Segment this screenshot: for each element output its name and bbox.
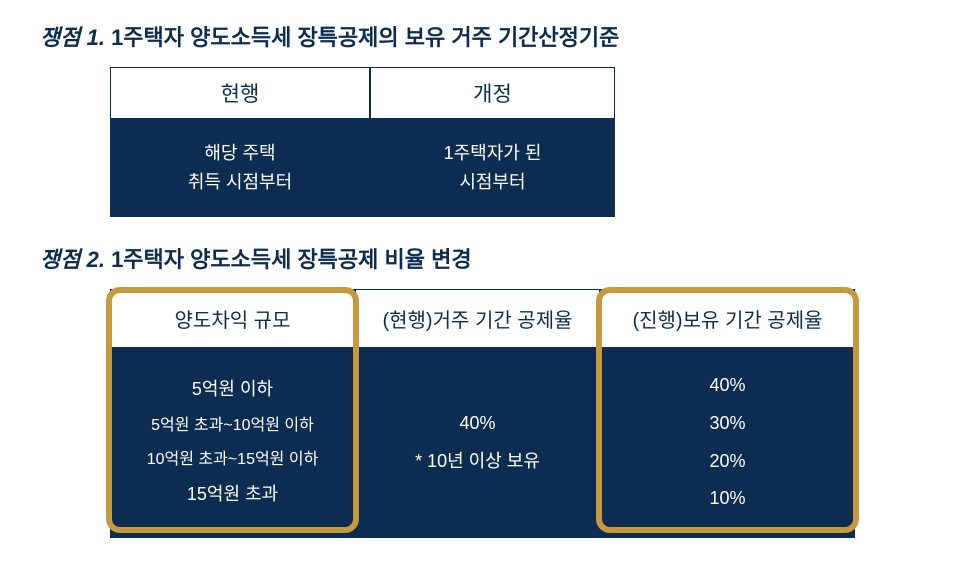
table1-body-row: 해당 주택 취득 시점부터 1주택자가 된 시점부터	[110, 119, 926, 217]
table2: 양도차익 규모 5억원 이하 5억원 초과~10억원 이하 10억원 초과~15…	[110, 289, 926, 538]
table2-col1-header: 양도차익 규모	[110, 289, 355, 348]
table1-col1-body-line1: 해당 주택	[204, 143, 275, 163]
table2-col1-row1: 5억원 이하	[110, 371, 355, 409]
section1-title-text: 1주택자 양도소득세 장특공제의 보유 거주 기간산정기준	[105, 25, 619, 50]
section2-title-text: 1주택자 양도소득세 장특공제 비율 변경	[105, 247, 472, 272]
table1: 현행 개정 해당 주택 취득 시점부터 1주택자가 된 시점부터	[110, 67, 926, 217]
table1-col1-body-line2: 취득 시점부터	[188, 172, 292, 192]
table2-col2-header: (현행)거주 기간 공제율	[355, 289, 600, 348]
table1-header-row: 현행 개정	[110, 67, 926, 119]
table2-col3-row2: 30%	[600, 405, 855, 443]
section1-title: 쟁점 1. 1주택자 양도소득세 장특공제의 보유 거주 기간산정기준	[40, 20, 926, 52]
table1-col2-body: 1주택자가 된 시점부터	[370, 119, 615, 217]
table2-col2-line2: * 10년 이상 보유	[355, 443, 600, 481]
table2-col3-body: 40% 30% 20% 10%	[600, 348, 855, 538]
table2-col3-row4: 10%	[600, 480, 855, 518]
table1-col1-body: 해당 주택 취득 시점부터	[110, 119, 370, 217]
table2-col3: (진행)보유 기간 공제율 40% 30% 20% 10%	[600, 289, 855, 538]
table2-col2-line1: 40%	[355, 405, 600, 443]
table1-col2-header: 개정	[370, 67, 615, 119]
table2-col1-row2: 5억원 초과~10억원 이하	[110, 409, 355, 443]
table2-col3-header: (진행)보유 기간 공제율	[600, 289, 855, 348]
table2-col1: 양도차익 규모 5억원 이하 5억원 초과~10억원 이하 10억원 초과~15…	[110, 289, 355, 538]
table1-col2-body-line2: 시점부터	[459, 172, 525, 192]
table1-col2-body-line1: 1주택자가 된	[444, 143, 542, 163]
section2-title-prefix: 쟁점 2.	[40, 247, 105, 272]
table2-col1-body: 5억원 이하 5억원 초과~10억원 이하 10억원 초과~15억원 이하 15…	[110, 348, 355, 538]
table1-col1-header: 현행	[110, 67, 370, 119]
table2-col1-row4: 15억원 초과	[110, 476, 355, 514]
section1-title-prefix: 쟁점 1.	[40, 25, 105, 50]
table2-col3-row1: 40%	[600, 367, 855, 405]
table2-col1-row3: 10억원 초과~15억원 이하	[110, 443, 355, 477]
table2-col2: (현행)거주 기간 공제율 40% * 10년 이상 보유	[355, 289, 600, 538]
section2-title: 쟁점 2. 1주택자 양도소득세 장특공제 비율 변경	[40, 242, 926, 274]
table2-col2-body: 40% * 10년 이상 보유	[355, 348, 600, 538]
table2-col3-row3: 20%	[600, 443, 855, 481]
